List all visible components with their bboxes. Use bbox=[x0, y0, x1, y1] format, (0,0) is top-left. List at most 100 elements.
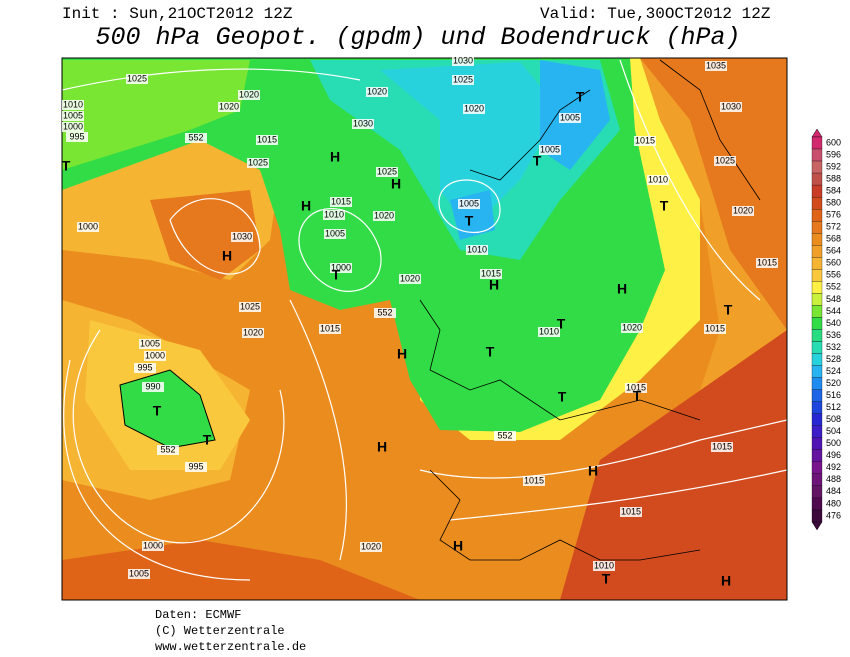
isobar-label: 1010 bbox=[594, 560, 614, 570]
label-bg bbox=[621, 323, 643, 333]
label-bg bbox=[634, 136, 656, 146]
isobar-label: 1000 bbox=[78, 221, 98, 231]
pressure-center: T bbox=[203, 432, 212, 448]
label-bg bbox=[323, 210, 345, 220]
colorbar-swatch bbox=[811, 305, 823, 318]
colorbar-label: 568 bbox=[826, 234, 841, 244]
isobar-label: 1010 bbox=[324, 209, 344, 219]
label-bg bbox=[142, 541, 164, 551]
pressure-center: T bbox=[660, 198, 669, 214]
colorbar-swatch bbox=[811, 148, 823, 162]
isobar-label: 995 bbox=[69, 131, 84, 141]
colorbar-label: 512 bbox=[826, 402, 841, 412]
isobar-label: 1015 bbox=[621, 506, 641, 516]
colorbar-swatch bbox=[811, 233, 823, 246]
pressure-center: H bbox=[617, 281, 627, 297]
colorbar-swatch bbox=[811, 329, 823, 342]
isobar-label: 552 bbox=[497, 430, 512, 440]
colorbar-swatch bbox=[811, 389, 823, 402]
isobar-label: 1025 bbox=[240, 301, 260, 311]
label-bg bbox=[231, 232, 253, 242]
label-bg bbox=[324, 229, 346, 239]
pressure-center: T bbox=[533, 153, 542, 169]
isobar-label: 1005 bbox=[325, 228, 345, 238]
isobar-label: 1015 bbox=[257, 134, 277, 144]
colorbar-swatch bbox=[811, 317, 823, 330]
pressure-center: H bbox=[397, 346, 407, 362]
label-bg bbox=[523, 476, 545, 486]
isobar-label: 1015 bbox=[635, 135, 655, 145]
isobar-label: 1005 bbox=[540, 144, 560, 154]
label-bg bbox=[77, 222, 99, 232]
isobar-label: 1015 bbox=[712, 441, 732, 451]
isobar-label: 1005 bbox=[459, 198, 479, 208]
colorbar-swatch bbox=[811, 473, 823, 487]
label-bg bbox=[620, 507, 642, 517]
isobar-label: 1030 bbox=[453, 55, 473, 65]
colorbar-swatch bbox=[811, 365, 823, 378]
isobar-label: 1035 bbox=[706, 60, 726, 70]
colorbar-label: 580 bbox=[826, 198, 841, 208]
colorbar-label: 504 bbox=[826, 426, 841, 436]
label-bg bbox=[466, 245, 488, 255]
isobar-label: 1030 bbox=[353, 118, 373, 128]
label-bg bbox=[538, 327, 560, 337]
label-bg bbox=[139, 339, 161, 349]
colorbar-swatch bbox=[811, 353, 823, 366]
colorbar-label: 480 bbox=[826, 498, 841, 508]
colorbar-swatch bbox=[811, 281, 823, 294]
colorbar-label: 520 bbox=[826, 378, 841, 388]
colorbar-label: 496 bbox=[826, 450, 841, 460]
label-bg bbox=[452, 56, 474, 66]
label-bg bbox=[720, 102, 742, 112]
colorbar-swatch bbox=[811, 209, 823, 222]
isobar-label: 1015 bbox=[524, 475, 544, 485]
label-bg bbox=[399, 274, 421, 284]
pressure-center: T bbox=[576, 89, 585, 105]
colorbar-label: 572 bbox=[826, 222, 841, 232]
pressure-center: T bbox=[558, 389, 567, 405]
colorbar-label: 528 bbox=[826, 354, 841, 364]
isobar-label: 990 bbox=[145, 381, 160, 391]
colorbar-label: 592 bbox=[826, 161, 841, 171]
isobar-label: 1005 bbox=[140, 338, 160, 348]
isobar-label: 1025 bbox=[715, 155, 735, 165]
isobar-label: 1025 bbox=[453, 74, 473, 84]
isobar-label: 1020 bbox=[239, 89, 259, 99]
colorbar-label: 600 bbox=[826, 137, 841, 147]
pressure-center: H bbox=[489, 277, 499, 293]
label-bg bbox=[218, 102, 240, 112]
label-bg bbox=[330, 197, 352, 207]
isobar-label: 1015 bbox=[320, 323, 340, 333]
colorbar-label: 488 bbox=[826, 474, 841, 484]
pressure-center: H bbox=[588, 463, 598, 479]
isobar-label: 1020 bbox=[400, 273, 420, 283]
colorbar-swatch bbox=[811, 160, 823, 174]
label-bg bbox=[559, 113, 581, 123]
pressure-center: T bbox=[486, 344, 495, 360]
isobar-label: 1015 bbox=[757, 257, 777, 267]
isobar-label: 995 bbox=[137, 362, 152, 372]
init-time: Init : Sun,21OCT2012 12Z bbox=[62, 5, 293, 23]
label-bg bbox=[330, 263, 352, 273]
isobar-label: 1015 bbox=[481, 268, 501, 278]
label-bg bbox=[144, 351, 166, 361]
label-bg bbox=[376, 167, 398, 177]
colorbar-swatch bbox=[811, 377, 823, 390]
colorbar-label: 540 bbox=[826, 318, 841, 328]
colorbar-label: 476 bbox=[826, 510, 841, 520]
isobar-label: 1000 bbox=[331, 262, 351, 272]
label-bg bbox=[494, 431, 516, 441]
isobar-label: 1010 bbox=[539, 326, 559, 336]
isobar-label: 1020 bbox=[374, 210, 394, 220]
isobar-label: 1015 bbox=[331, 196, 351, 206]
label-bg bbox=[452, 75, 474, 85]
colorbar-label: 552 bbox=[826, 282, 841, 292]
isobar-label: 1010 bbox=[467, 244, 487, 254]
isobar-label: 1000 bbox=[145, 350, 165, 360]
colorbar-swatch bbox=[811, 293, 823, 306]
map-field bbox=[62, 58, 787, 600]
isobar-label: 1010 bbox=[63, 99, 83, 109]
colorbar-label: 584 bbox=[826, 185, 841, 195]
isobar-label: 552 bbox=[377, 307, 392, 317]
